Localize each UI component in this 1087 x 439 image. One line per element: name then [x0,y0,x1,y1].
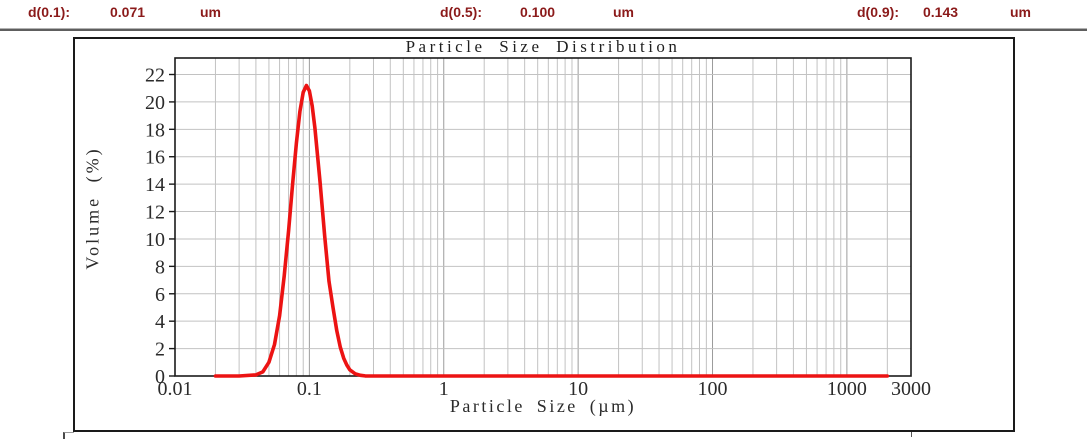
x-axis-label: Particle Size (µm) [449,396,637,416]
plot-border [174,57,912,377]
x-tick-label: 0.01 [158,378,193,400]
y-axis-label: Volume (%) [82,146,103,270]
y-tick-label: 0 [155,366,165,388]
y-tick-label: 16 [145,147,165,169]
chart-outer-frame [73,37,1015,432]
y-tick-label: 20 [145,92,165,114]
chart-title: Particle Size Distribution [405,37,681,56]
x-tick-label: 3000 [891,378,931,400]
header-divider [0,28,1087,31]
d50-value: 0.100 [520,4,556,20]
d10-label: d(0.1): [28,4,70,20]
d50-label: d(0.5): [440,4,482,20]
y-tick-label: 6 [155,284,165,306]
d10-value: 0.071 [110,4,146,20]
y-tick-label: 10 [145,229,165,251]
y-tick-label: 4 [155,311,165,333]
next-section-tick [911,432,912,437]
volume-distribution-curve [213,83,890,378]
next-section-corner [63,432,74,439]
d90-unit: um [1010,4,1031,20]
x-tick-label: 1 [439,378,449,400]
y-tick-label: 22 [145,65,165,87]
d90-value: 0.143 [923,4,959,20]
x-tick-label: 10 [568,378,588,400]
x-tick-label: 0.1 [297,378,322,400]
d50-unit: um [613,4,634,20]
y-tick-label: 18 [145,119,165,141]
x-tick-label: 100 [698,378,728,400]
y-tick-label: 14 [145,174,165,196]
y-tick-label: 2 [155,339,165,361]
d10-unit: um [200,4,221,20]
y-tick-label: 12 [145,202,165,224]
y-tick-label: 8 [155,256,165,278]
x-tick-label: 1000 [827,378,867,400]
d90-label: d(0.9): [857,4,899,20]
